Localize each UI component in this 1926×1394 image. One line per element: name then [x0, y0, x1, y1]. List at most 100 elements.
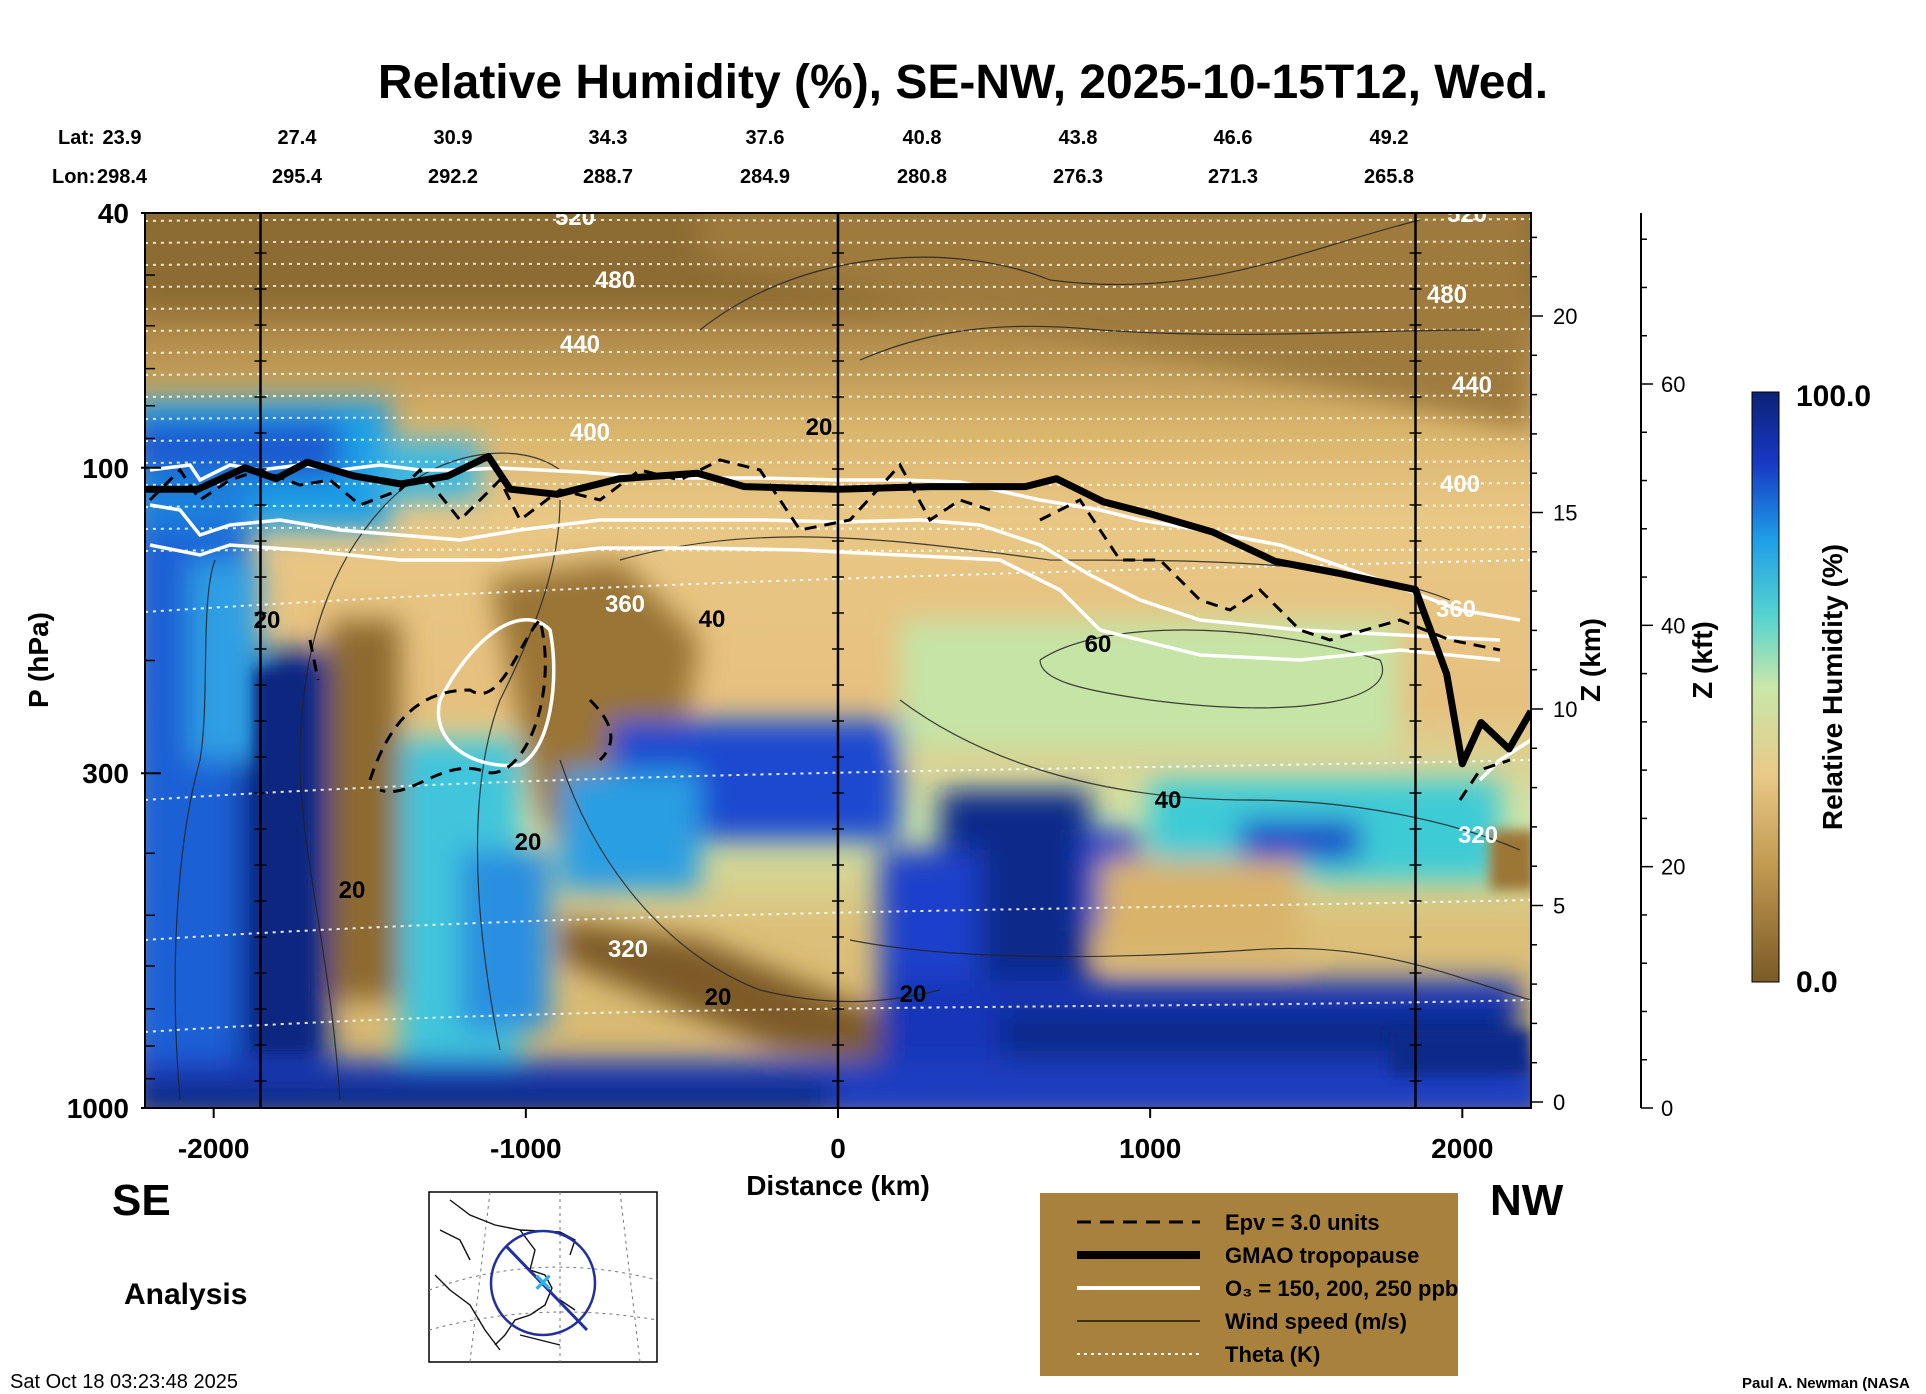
x-axis: -2000 -1000 0 1000 2000 [178, 1108, 1493, 1164]
z-km-tick-label: 10 [1553, 697, 1577, 722]
overlay-lines: 520 480 440 400 360 320 520 480 440 400 360 320 20 20… [145, 201, 1531, 1108]
colorbar: 100.0 0.0 Relative Humidity (%) [1751, 380, 1871, 999]
ozone-contour [436, 618, 556, 768]
wind-speed-contour [299, 452, 561, 1101]
ozone-contour [149, 463, 1521, 622]
z-kft-tick-label: 0 [1661, 1096, 1673, 1121]
y-tick-label: 40 [98, 198, 129, 229]
credit: Paul A. Newman (NASA [1742, 1375, 1910, 1392]
wind-speed-contour [849, 939, 1531, 1001]
wind-speed-contour [559, 759, 941, 1003]
z-kft-axis: 0 20 40 60 [1640, 213, 1685, 1121]
theta-isentrope [145, 284, 1531, 288]
x-tick-label: 1000 [1119, 1133, 1181, 1164]
z-kft-tick-label: 20 [1661, 855, 1685, 880]
ozone-contour [1478, 738, 1531, 782]
z-kft-tick-label: 60 [1661, 372, 1685, 397]
wind-label: 20 [254, 607, 281, 634]
theta-label: 440 [1452, 372, 1492, 399]
epv-contour [368, 617, 547, 794]
theta-isentrope [145, 372, 1531, 376]
z-km-axis-label: Z (km) [1575, 618, 1606, 702]
legend-label: Theta (K) [1225, 1342, 1320, 1367]
wind-label: 20 [339, 877, 366, 904]
y-axis: 40 100 300 1000 [67, 198, 161, 1124]
z-km-tick-label: 15 [1553, 501, 1577, 526]
theta-label: 520 [555, 204, 595, 231]
z-km-tick-label: 5 [1553, 894, 1565, 919]
lon-value: 288.7 [583, 166, 633, 188]
z-kft-tick-label: 40 [1661, 613, 1685, 638]
z-km-tick-label: 0 [1553, 1090, 1565, 1115]
z-km-tick-label: 20 [1553, 304, 1577, 329]
wind-label: 20 [705, 984, 732, 1011]
colorbar-gradient [1751, 391, 1780, 983]
z-kft-axis-label: Z (kft) [1687, 621, 1718, 699]
humidity-field [145, 213, 1531, 1108]
wind-speed-contour [1039, 629, 1383, 709]
lat-value: 40.8 [903, 127, 942, 149]
lon-value: 265.8 [1364, 166, 1414, 188]
colorbar-min-label: 0.0 [1796, 966, 1838, 999]
theta-label: 480 [595, 267, 635, 294]
lat-value: 34.3 [589, 127, 628, 149]
theta-label: 360 [605, 591, 645, 618]
lon-value: 292.2 [428, 166, 478, 188]
theta-isentrope [145, 328, 1531, 332]
legend-label: GMAO tropopause [1225, 1243, 1419, 1268]
lat-value: 49.2 [1370, 127, 1409, 149]
theta-label: 400 [570, 419, 610, 446]
lon-label: Lon: [52, 166, 95, 188]
lon-value: 284.9 [740, 166, 790, 188]
timestamp: Sat Oct 18 03:23:48 2025 [10, 1371, 238, 1393]
wind-speed-contour [699, 219, 1421, 331]
theta-isentrope [145, 416, 1531, 420]
theta-label: 480 [1427, 282, 1467, 309]
wind-label: 20 [515, 829, 542, 856]
theta-label: 320 [608, 936, 648, 963]
inset-map-cross-section [504, 1244, 589, 1332]
wind-speed-contour [476, 499, 561, 1051]
lat-value: 23.9 [103, 127, 142, 149]
direction-se: SE [112, 1176, 171, 1225]
inset-map-graticule [428, 1191, 658, 1363]
chart-title: Relative Humidity (%), SE-NW, 2025-10-15… [378, 56, 1548, 109]
ozone-contour [149, 543, 1501, 662]
theta-isentrope [145, 504, 1531, 508]
y-tick-label: 1000 [67, 1093, 129, 1124]
x-tick-label: 0 [830, 1133, 846, 1164]
colorbar-title: Relative Humidity (%) [1817, 544, 1848, 830]
legend: Epv = 3.0 units GMAO tropopause O₃ = 150, … [1040, 1193, 1458, 1376]
lat-value: 37.6 [746, 127, 785, 149]
lon-value: 276.3 [1053, 166, 1103, 188]
wind-label: 40 [699, 606, 726, 633]
theta-label: 520 [1447, 201, 1487, 228]
lat-value: 46.6 [1214, 127, 1253, 149]
direction-nw: NW [1490, 1176, 1564, 1225]
theta-isentrope [145, 262, 1531, 266]
lat-lon-header: Lat: Lon: 23.9 27.4 30.9 34.3 37.6 40.8 43.8 46… [52, 127, 1414, 188]
wind-label: 20 [806, 414, 833, 441]
legend-label: O₃ = 150, 200, 250 ppb [1225, 1276, 1458, 1301]
theta-isentrope [145, 394, 1531, 398]
x-tick-label: -2000 [178, 1133, 250, 1164]
theta-label: 360 [1436, 596, 1476, 623]
epv-contour [308, 639, 320, 681]
epv-contour [588, 698, 613, 762]
wind-speed-contour [859, 325, 1481, 361]
x-tick-label: 2000 [1431, 1133, 1493, 1164]
x-tick-label: -1000 [490, 1133, 562, 1164]
tropopause-line [145, 452, 1531, 768]
theta-label: 400 [1440, 471, 1480, 498]
z-km-axis: 0 5 10 15 20 [1530, 213, 1577, 1115]
lon-value: 280.8 [897, 166, 947, 188]
theta-isentrope [145, 218, 1531, 222]
theta-label: 320 [1458, 822, 1498, 849]
wind-speed-contour [174, 559, 216, 1101]
inset-map-frame [428, 1191, 658, 1363]
theta-isentrope [145, 482, 1531, 486]
legend-label: Epv = 3.0 units [1225, 1210, 1380, 1235]
inset-map-range-circle [489, 1229, 597, 1337]
y-tick-label: 300 [82, 758, 129, 789]
epv-contour [1039, 498, 1501, 652]
